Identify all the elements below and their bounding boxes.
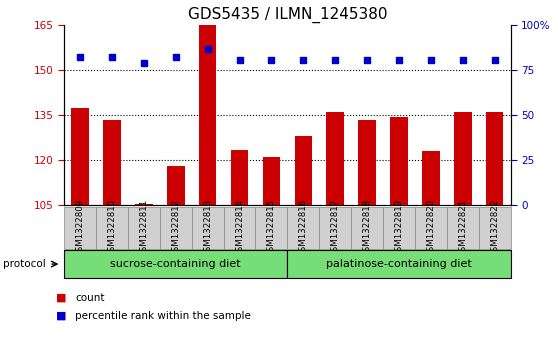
- Text: GSM1322812: GSM1322812: [171, 199, 180, 257]
- Text: GSM1322818: GSM1322818: [363, 199, 372, 257]
- Bar: [160, 207, 192, 249]
- Bar: [319, 207, 351, 249]
- Bar: [135, 204, 153, 205]
- Text: GSM1322809: GSM1322809: [76, 199, 85, 257]
- Point: [331, 57, 340, 63]
- Bar: [454, 112, 472, 205]
- Point: [426, 57, 435, 63]
- Text: sucrose-containing diet: sucrose-containing diet: [110, 259, 241, 269]
- Bar: [287, 250, 511, 278]
- Point: [458, 57, 467, 63]
- Bar: [224, 207, 256, 249]
- Point: [140, 60, 148, 66]
- Text: GSM1322822: GSM1322822: [490, 199, 499, 257]
- Point: [299, 57, 308, 63]
- Point: [171, 54, 180, 60]
- Text: percentile rank within the sample: percentile rank within the sample: [75, 311, 251, 321]
- Point: [490, 57, 499, 63]
- Bar: [351, 207, 383, 249]
- Point: [76, 54, 85, 60]
- Text: GSM1322817: GSM1322817: [331, 199, 340, 257]
- Bar: [358, 120, 376, 205]
- Text: palatinose-containing diet: palatinose-containing diet: [326, 259, 472, 269]
- Bar: [383, 207, 415, 249]
- Point: [203, 46, 212, 52]
- Bar: [256, 207, 287, 249]
- Bar: [231, 150, 248, 205]
- Bar: [390, 117, 408, 205]
- Text: protocol: protocol: [3, 259, 46, 269]
- Bar: [167, 166, 185, 205]
- Text: GSM1322811: GSM1322811: [140, 199, 148, 257]
- Bar: [71, 108, 89, 205]
- Point: [267, 57, 276, 63]
- Bar: [96, 207, 128, 249]
- Text: GSM1322819: GSM1322819: [395, 199, 403, 257]
- Text: GSM1322816: GSM1322816: [299, 199, 308, 257]
- Bar: [192, 207, 224, 249]
- Text: GSM1322814: GSM1322814: [235, 199, 244, 257]
- Point: [395, 57, 403, 63]
- Text: ■: ■: [56, 293, 66, 303]
- Bar: [486, 112, 503, 205]
- Bar: [103, 120, 121, 205]
- Bar: [479, 207, 511, 249]
- Bar: [263, 157, 280, 205]
- Text: GSM1322815: GSM1322815: [267, 199, 276, 257]
- Title: GDS5435 / ILMN_1245380: GDS5435 / ILMN_1245380: [187, 7, 387, 23]
- Point: [108, 54, 117, 60]
- Point: [235, 57, 244, 63]
- Bar: [447, 207, 479, 249]
- Text: ■: ■: [56, 311, 66, 321]
- Bar: [326, 112, 344, 205]
- Bar: [287, 207, 319, 249]
- Bar: [64, 250, 287, 278]
- Text: GSM1322820: GSM1322820: [426, 199, 435, 257]
- Point: [363, 57, 372, 63]
- Text: GSM1322810: GSM1322810: [108, 199, 117, 257]
- Bar: [415, 207, 447, 249]
- Bar: [128, 207, 160, 249]
- Text: GSM1322821: GSM1322821: [458, 199, 467, 257]
- Bar: [199, 25, 217, 205]
- Bar: [422, 151, 440, 205]
- Text: count: count: [75, 293, 105, 303]
- Text: GSM1322813: GSM1322813: [203, 199, 212, 257]
- Bar: [64, 207, 96, 249]
- Bar: [295, 136, 312, 205]
